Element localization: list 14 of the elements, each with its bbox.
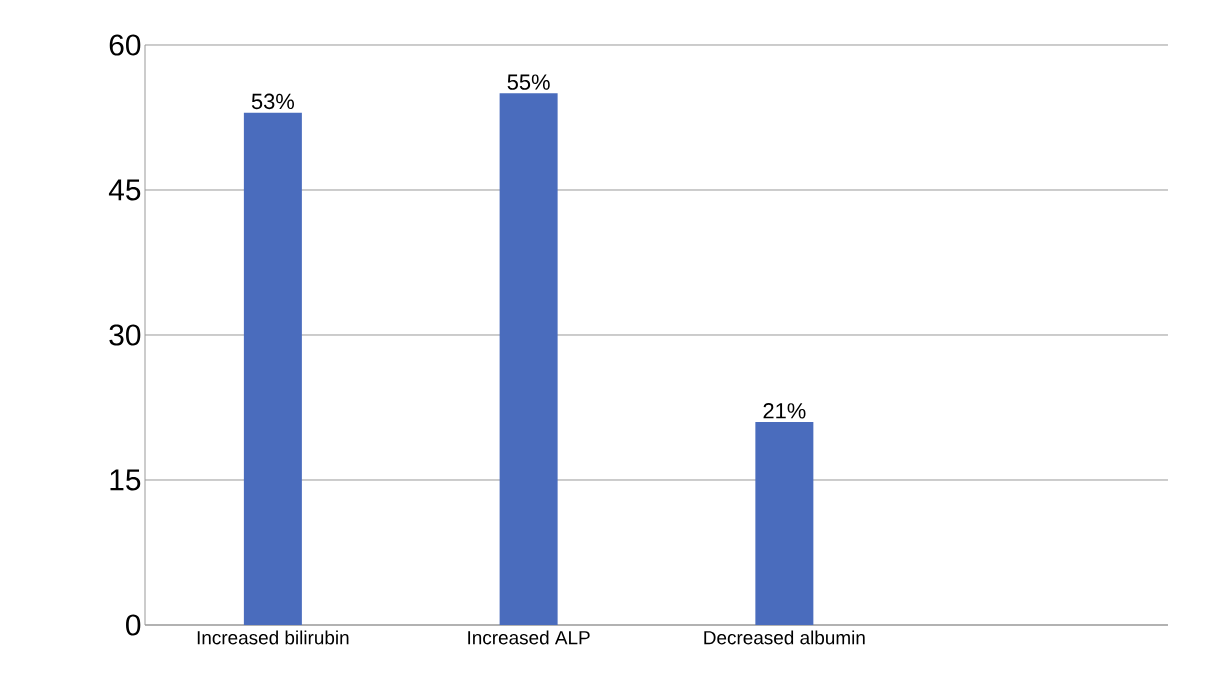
data-label: 53% (251, 93, 295, 110)
y-tick-label: 45 (108, 179, 141, 201)
y-tick-label: 15 (110, 469, 141, 491)
x-tick-label: Increased bilirubin (197, 630, 349, 645)
y-tick-label: 0 (126, 614, 141, 636)
data-label: 21% (763, 403, 806, 419)
x-tick-label: Decreased albumin (704, 630, 865, 645)
bar (755, 422, 814, 625)
bar (499, 93, 558, 625)
data-label: 55% (507, 74, 550, 90)
x-tick-label: Increased ALP (468, 630, 590, 645)
y-tick-label: 60 (109, 34, 141, 56)
bar (243, 112, 302, 625)
y-tick-label: 30 (109, 324, 141, 346)
